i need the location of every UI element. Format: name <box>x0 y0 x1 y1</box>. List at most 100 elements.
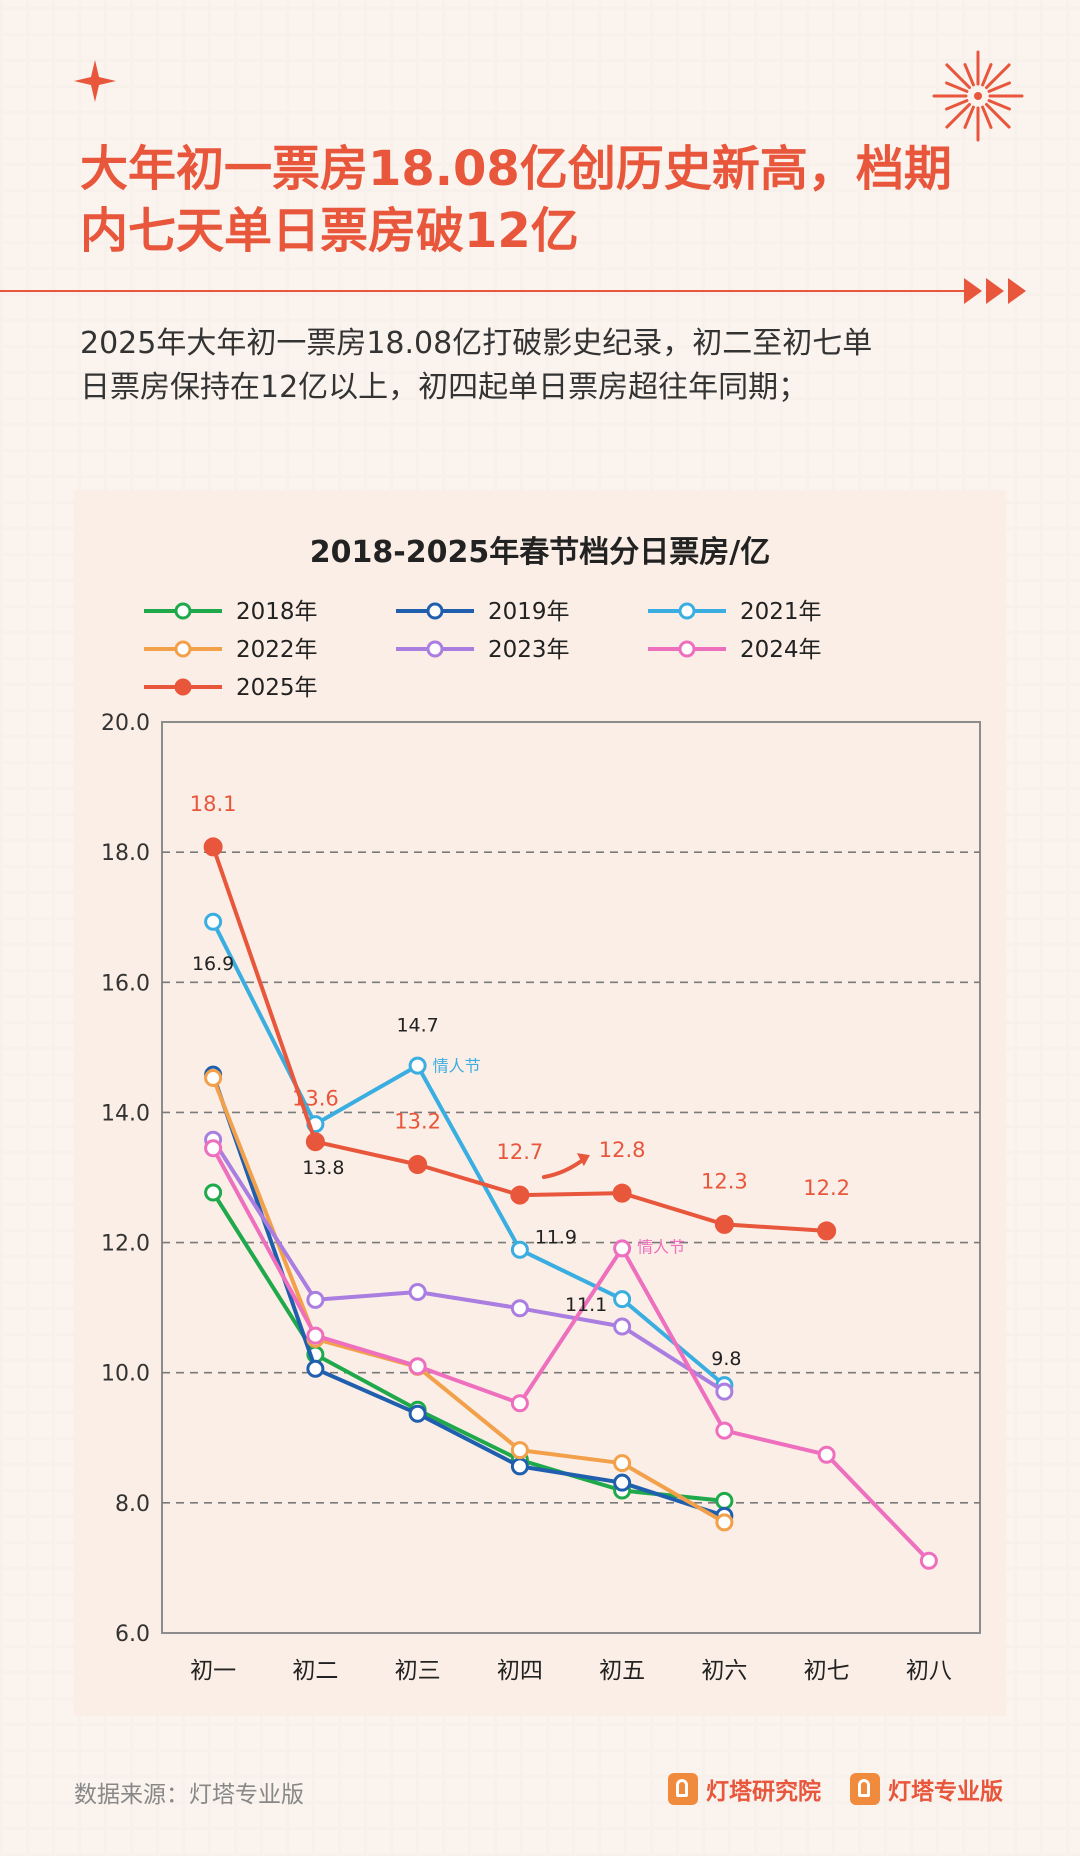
y-tick-2: 10.0 <box>101 1362 150 1387</box>
series-5-point-1 <box>306 1326 325 1345</box>
legend-marker-1 <box>426 602 444 620</box>
series-6-point-5 <box>714 1214 734 1234</box>
legend-label-1: 2019年 <box>488 599 570 625</box>
series-line-0 <box>211 1191 725 1503</box>
legend-label-6: 2025年 <box>236 675 318 701</box>
pro-logo: 灯塔专业版 <box>850 1772 1003 1806</box>
series-6-point-3 <box>510 1185 530 1205</box>
series-1-point-4 <box>613 1473 632 1492</box>
y-tick-3: 12.0 <box>101 1232 150 1257</box>
label-2025-3: 12.7 <box>496 1140 543 1164</box>
lead-line-2: 日票房保持在12亿以上，初四起单日票房超往年同期； <box>80 370 809 405</box>
legend-marker-5 <box>678 640 696 658</box>
series-6-point-2 <box>408 1154 428 1174</box>
label-2021-3: 11.9 <box>535 1227 577 1249</box>
legend-label-0: 2018年 <box>236 599 318 625</box>
label-2025-1: 13.6 <box>292 1087 339 1111</box>
label-2025-5: 12.3 <box>701 1169 748 1193</box>
series-6-point-6 <box>817 1221 837 1241</box>
series-5-point-3 <box>510 1394 529 1413</box>
plot-frame <box>161 721 981 1634</box>
label-2021-2: 14.7 <box>396 1015 438 1037</box>
lighthouse-pro-icon <box>850 1773 880 1805</box>
annotation-2021: 情人节 <box>433 1057 481 1076</box>
series-0-point-0 <box>204 1183 223 1202</box>
x-tick-7: 初八 <box>906 1658 952 1684</box>
series-2-point-4 <box>613 1290 632 1309</box>
series-5-point-4 <box>613 1239 632 1258</box>
series-3-point-4 <box>613 1454 632 1473</box>
series-2-point-2 <box>408 1056 427 1075</box>
research-logo: 灯塔研究院 <box>668 1772 821 1806</box>
triple-arrow-icon <box>964 278 1026 304</box>
chart-panel: 2018-2025年春节档分日票房/亿 2018年 2019年 2021年 2022年 2… <box>74 490 1006 1716</box>
series-4-point-2 <box>408 1283 427 1302</box>
y-tick-0: 6.0 <box>115 1622 150 1647</box>
series-5-point-0 <box>204 1139 223 1158</box>
x-tick-2: 初三 <box>395 1658 441 1684</box>
series-4-point-5 <box>715 1382 734 1401</box>
legend-marker-4 <box>426 640 444 658</box>
lighthouse-icon <box>668 1773 698 1805</box>
series-3-point-0 <box>204 1068 223 1087</box>
trend-arrow-shaft <box>541 1157 586 1180</box>
series-4-point-3 <box>510 1299 529 1318</box>
legend-marker-6 <box>174 678 192 696</box>
series-6-point-1 <box>305 1132 325 1152</box>
series-1-point-2 <box>408 1404 427 1423</box>
x-tick-3: 初四 <box>497 1658 543 1684</box>
chart-title: 2018-2025年春节档分日票房/亿 <box>310 535 770 570</box>
series-line-3 <box>211 1077 726 1525</box>
annotation-2024: 情人节 <box>637 1237 685 1256</box>
label-2025-6: 12.2 <box>803 1176 850 1200</box>
series-0-point-5 <box>715 1491 734 1510</box>
legend-marker-2 <box>678 602 696 620</box>
headline: 大年初一票房18.08亿创历史新高，档期 内七天单日票房破12亿 <box>80 138 1020 262</box>
series-5-point-5 <box>715 1421 734 1440</box>
y-tick-1: 8.0 <box>115 1492 150 1517</box>
legend-label-4: 2023年 <box>488 637 570 663</box>
data-source: 数据来源：灯塔专业版 <box>74 1782 304 1808</box>
x-tick-4: 初五 <box>599 1658 645 1684</box>
label-2025-0: 18.1 <box>190 792 237 816</box>
daily-box-office-chart: 2018-2025年春节档分日票房/亿 2018年 2019年 2021年 2022年 2… <box>101 535 981 1684</box>
series-3-point-3 <box>510 1441 529 1460</box>
firework-icon <box>932 50 1024 142</box>
series-6-point-4 <box>612 1183 632 1203</box>
pro-logo-text: 灯塔专业版 <box>888 1779 1003 1805</box>
legend-label-5: 2024年 <box>740 637 822 663</box>
title-divider <box>0 290 965 292</box>
legend-marker-3 <box>174 640 192 658</box>
legend-label-2: 2021年 <box>740 599 822 625</box>
legend-label-3: 2022年 <box>236 637 318 663</box>
series-1-point-1 <box>306 1359 325 1378</box>
label-2025-2: 13.2 <box>394 1109 441 1133</box>
lead-line-1: 2025年大年初一票房18.08亿打破影史纪录，初二至初七单 <box>80 326 873 361</box>
series-line-4 <box>211 1138 726 1394</box>
y-tick-7: 20.0 <box>101 711 150 736</box>
y-tick-6: 18.0 <box>101 841 150 866</box>
research-logo-text: 灯塔研究院 <box>706 1779 821 1805</box>
y-tick-4: 14.0 <box>101 1101 150 1126</box>
label-2025-4: 12.8 <box>599 1138 646 1162</box>
series-line-5 <box>211 1147 931 1563</box>
series-2-point-0 <box>204 912 223 931</box>
sparkle-icon <box>74 60 116 102</box>
headline-line-2: 内七天单日票房破12亿 <box>80 203 579 259</box>
series-5-point-2 <box>408 1357 427 1376</box>
x-tick-0: 初一 <box>190 1658 236 1684</box>
series-4-point-4 <box>613 1317 632 1336</box>
label-2021-4: 11.1 <box>565 1294 607 1316</box>
label-2021-1: 13.8 <box>302 1157 344 1179</box>
series-1-point-3 <box>510 1457 529 1476</box>
headline-line-1: 大年初一票房18.08亿创历史新高，档期 <box>80 141 952 197</box>
y-tick-5: 16.0 <box>101 971 150 996</box>
trend-arrow-head <box>576 1153 590 1167</box>
x-tick-1: 初二 <box>292 1658 338 1684</box>
label-2021-0: 16.9 <box>192 953 234 975</box>
x-tick-5: 初六 <box>701 1658 747 1684</box>
legend-marker-0 <box>174 602 192 620</box>
x-tick-6: 初七 <box>804 1658 850 1684</box>
series-5-point-7 <box>919 1551 938 1570</box>
series-5-point-6 <box>817 1445 836 1464</box>
